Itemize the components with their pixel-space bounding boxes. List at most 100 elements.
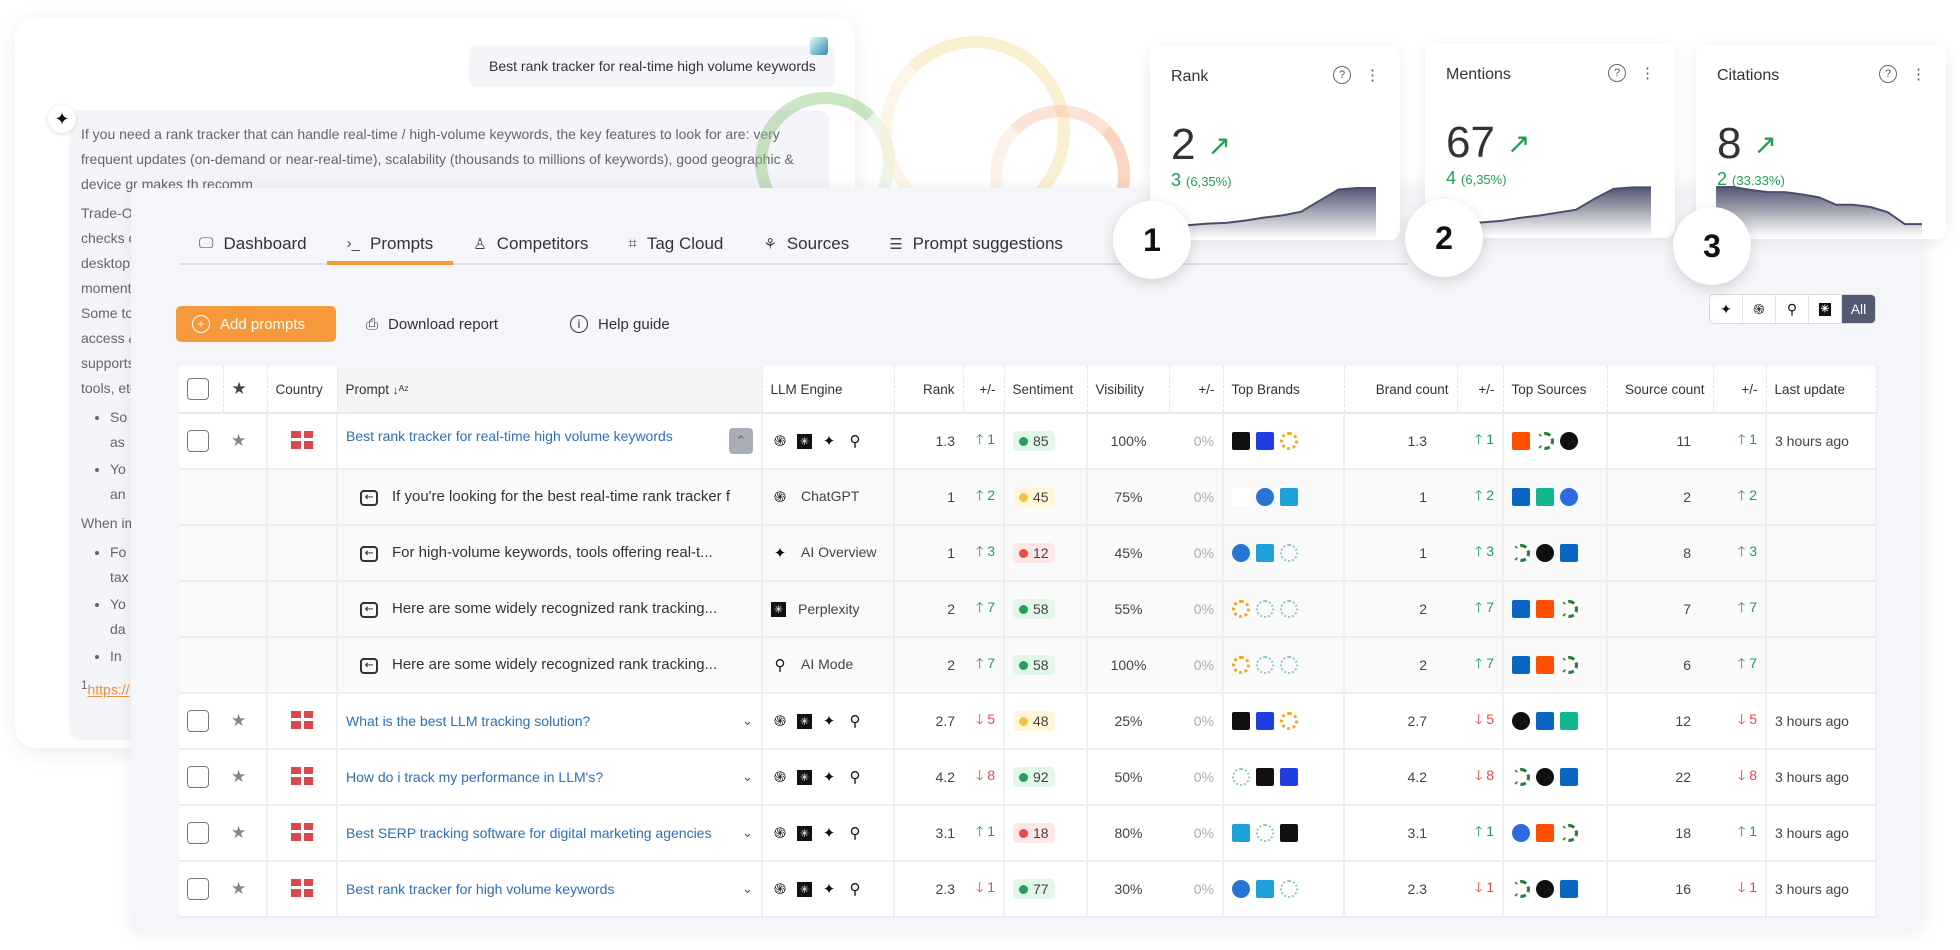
column-header[interactable]: Top Brands (1223, 366, 1345, 414)
country-cell (267, 861, 338, 918)
sentiment-cell: 85 (1004, 413, 1088, 470)
column-header[interactable]: Rank (894, 366, 964, 414)
table-row: ★ What is the best LLM tracking solution… (179, 693, 1877, 750)
prompt-link[interactable]: How do i track my performance in LLM's? (346, 769, 604, 785)
card-title: Citations (1717, 67, 1780, 84)
row-checkbox[interactable] (187, 710, 209, 732)
chevron-down-icon[interactable]: ⌄ (742, 825, 753, 840)
tab-prompts[interactable]: ›_ Prompts (326, 224, 454, 265)
tab-prompt-suggestions[interactable]: ☰ Prompt suggestions (869, 224, 1083, 263)
chevron-down-icon[interactable]: ⌄ (742, 881, 753, 896)
star-icon[interactable]: ★ (231, 711, 247, 730)
leaf-logo-icon (1560, 656, 1578, 675)
column-header[interactable]: Country (267, 366, 338, 414)
column-header[interactable]: LLM Engine (762, 366, 895, 414)
select-all-checkbox[interactable] (187, 378, 209, 400)
all-filter-button[interactable]: All (1842, 295, 1875, 323)
response-text[interactable]: For high-volume keywords, tools offering… (392, 544, 713, 562)
row-checkbox[interactable] (187, 822, 209, 844)
sentiment-score: 58 (1033, 601, 1049, 617)
help-icon[interactable]: ? (1333, 66, 1351, 84)
chatgpt-icon: ֍ (773, 881, 787, 899)
chevron-down-icon[interactable]: ⌄ (742, 713, 753, 728)
sort-az-icon[interactable]: ↓ᴬᶻ (392, 382, 409, 397)
response-text[interactable]: Here are some widely recognized rank tra… (392, 656, 718, 674)
tab-tag-cloud[interactable]: ⌗ Tag Cloud (608, 224, 743, 263)
tab-competitors[interactable]: ♙ Competitors (453, 224, 608, 263)
help-icon[interactable]: ? (1608, 64, 1626, 82)
top-brands-cell (1223, 861, 1345, 918)
answer-bullet: In (110, 644, 131, 669)
star-icon[interactable]: ★ (231, 767, 247, 786)
engine-cell: ֍ ✳ ✦ ⚲ (762, 805, 895, 862)
empty-cell (179, 637, 223, 694)
column-header[interactable]: Prompt ↓ᴬᶻ (337, 366, 763, 414)
add-prompts-button[interactable]: + Add prompts (176, 306, 336, 342)
prompt-link[interactable]: Best rank tracker for high volume keywor… (346, 881, 615, 897)
empty-cell (223, 525, 268, 582)
delta-up: 🡑 2 (976, 487, 995, 503)
delta-value: 3 (1749, 543, 1757, 559)
prompt-link[interactable]: Best rank tracker for real-time high vol… (346, 428, 673, 444)
table-row: ★ Best rank tracker for high volume keyw… (179, 861, 1877, 918)
more-vertical-icon[interactable]: ⋮ (1640, 65, 1655, 82)
rank-delta-cell: 🡑 1 (963, 413, 1005, 470)
delta-down: 🡓 5 (1475, 711, 1494, 727)
sentiment-badge: 92 (1013, 767, 1055, 787)
star-icon[interactable]: ★ (231, 379, 247, 398)
gemini-filter-icon[interactable]: ✦ (1710, 295, 1743, 323)
engine-cell: ֍ ✳ ✦ ⚲ (762, 861, 895, 918)
perplexity-icon: ✳ (797, 881, 812, 897)
row-checkbox[interactable] (187, 766, 209, 788)
column-header[interactable]: +/- (1457, 366, 1504, 414)
delta-up: 🡑 7 (1738, 599, 1757, 615)
more-vertical-icon[interactable]: ⋮ (1911, 66, 1926, 83)
tab-sources[interactable]: ⚘ Sources (743, 224, 869, 263)
engine-filter: ✦ ֍ ⚲ ✳ All (1709, 294, 1876, 324)
download-report-button[interactable]: ⎙ Download report (366, 306, 498, 342)
row-checkbox[interactable] (187, 878, 209, 900)
more-vertical-icon[interactable]: ⋮ (1365, 67, 1380, 84)
gemini-icon: ✦ (822, 433, 836, 451)
chat-reply-icon: ⇠ (360, 545, 378, 562)
column-header[interactable]: Brand count (1344, 366, 1458, 414)
help-guide-button[interactable]: i Help guide (570, 306, 670, 342)
tab-dashboard[interactable]: 🖵 Dashboard (179, 224, 327, 263)
response-text[interactable]: If you're looking for the best real-time… (392, 488, 731, 506)
rank-cell: 1 (894, 469, 963, 526)
chatgpt-filter-icon[interactable]: ֍ (1743, 295, 1776, 323)
delta-value: 7 (987, 599, 995, 615)
column-header[interactable]: Visibility (1087, 366, 1170, 414)
chevron-down-icon[interactable]: ⌄ (742, 769, 753, 784)
prompt-link[interactable]: What is the best LLM tracking solution? (346, 713, 591, 729)
country-cell (267, 693, 338, 750)
column-header[interactable]: +/- (1169, 366, 1224, 414)
row-checkbox[interactable] (187, 430, 209, 452)
footnote-link[interactable]: https:// (87, 681, 130, 698)
column-header[interactable]: Source count (1607, 366, 1714, 414)
column-header[interactable]: +/- (1713, 366, 1767, 414)
column-header[interactable]: Top Sources (1503, 366, 1608, 414)
source-delta-cell: 🡑 7 (1713, 637, 1767, 694)
star-icon[interactable]: ★ (231, 879, 247, 898)
sentiment-cell: 77 (1004, 861, 1088, 918)
response-text[interactable]: Here are some widely recognized rank tra… (392, 600, 718, 618)
chevron-up-icon[interactable]: ⌃ (729, 428, 753, 454)
delta-up: 🡑 1 (1738, 431, 1757, 447)
zapier-logo-icon (1536, 824, 1554, 843)
perplexity-filter-icon[interactable]: ✳ (1809, 295, 1842, 323)
star-icon[interactable]: ★ (231, 431, 247, 450)
engine-cell: ֍ ✳ ✦ ⚲ (762, 693, 895, 750)
help-icon[interactable]: ? (1879, 65, 1897, 83)
column-header-label: Prompt (345, 381, 390, 397)
sentiment-badge: 12 (1013, 543, 1055, 563)
snowflake-logo-icon (1256, 600, 1274, 619)
column-header[interactable]: Sentiment (1004, 366, 1088, 414)
column-header[interactable]: +/- (963, 366, 1005, 414)
linkedin-logo-icon (1560, 544, 1578, 563)
engine-cell: ✦ AI Overview (762, 525, 895, 582)
column-header[interactable]: Last update (1766, 366, 1877, 414)
prompt-link[interactable]: Best SERP tracking software for digital … (346, 825, 712, 841)
ai-mode-filter-icon[interactable]: ⚲ (1776, 295, 1809, 323)
star-icon[interactable]: ★ (231, 823, 247, 842)
